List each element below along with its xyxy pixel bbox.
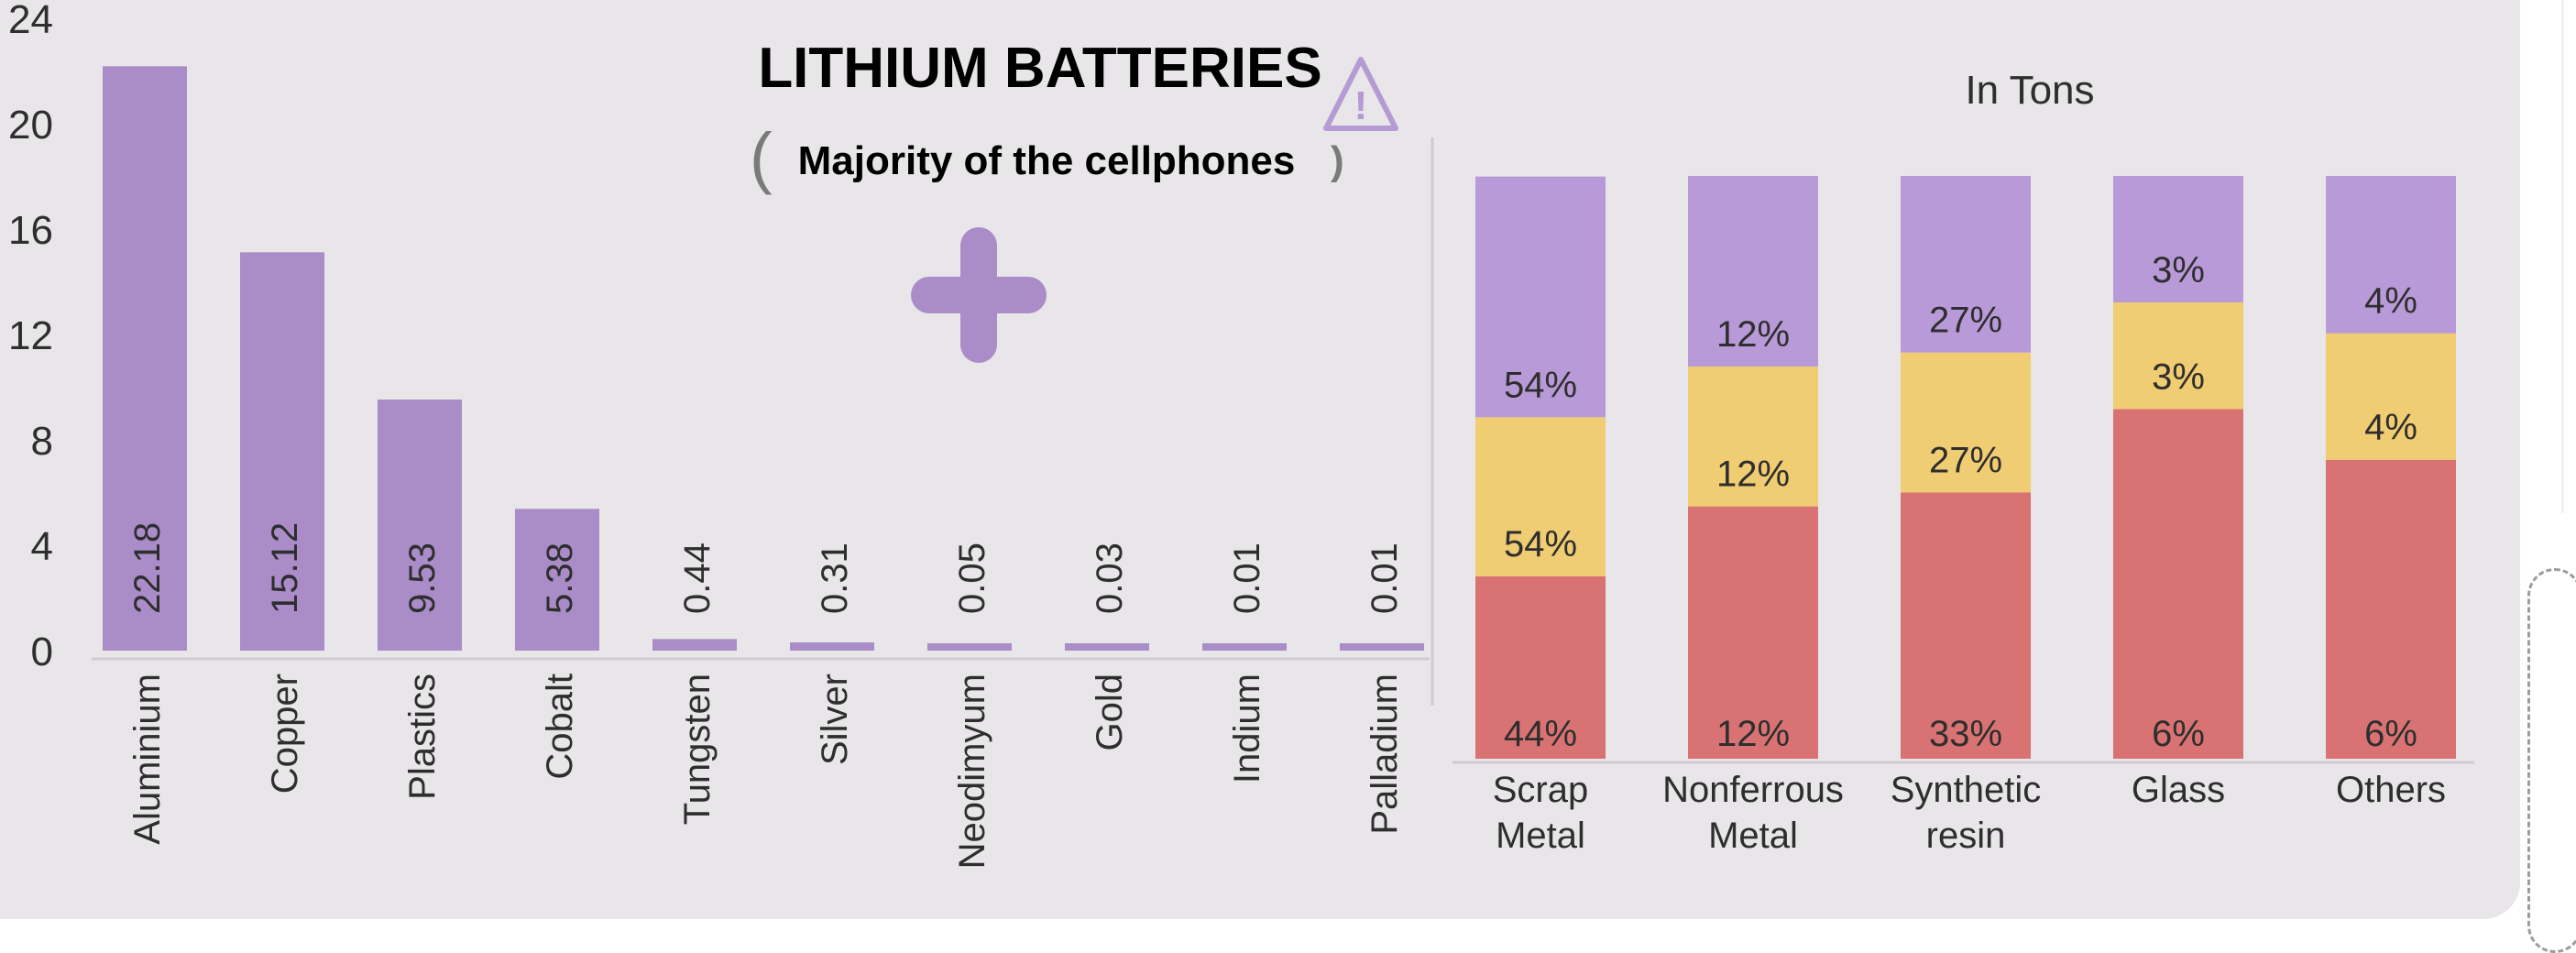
- category-label: resin: [1926, 816, 2006, 856]
- segment-label: 54%: [1504, 365, 1577, 405]
- bar-value-label: 0.05: [952, 542, 992, 614]
- category-label: Plastics: [402, 674, 443, 800]
- category-label: Palladium: [1365, 674, 1405, 835]
- stack-segment-middle: [1475, 417, 1606, 576]
- category-label: Silver: [815, 674, 855, 765]
- subtitle-open-paren: (: [750, 119, 773, 195]
- segment-label: 44%: [1504, 714, 1577, 754]
- stack-segment-bottom: [2113, 409, 2243, 759]
- stack-segment-bottom: [2326, 459, 2456, 759]
- bar-value-label: 0.01: [1227, 542, 1267, 614]
- category-label: Glass: [2132, 770, 2225, 810]
- bar: [1065, 643, 1149, 651]
- stack-segment-middle: [2326, 333, 2456, 460]
- side-panel-edge: [2527, 568, 2576, 953]
- category-label: Synthetic: [1891, 770, 2042, 810]
- y-tick-label: 12: [8, 313, 53, 358]
- segment-label: 6%: [2364, 714, 2417, 754]
- materials-bar-chart: 0 4 8 12 16 20 24 22.18 Aluminium 15.12 Copper 9.53…: [8, 0, 1430, 869]
- bar-value-label: 22.18: [127, 522, 168, 614]
- segment-label: 3%: [2152, 250, 2205, 290]
- stacked-chart-title: In Tons: [1965, 68, 2094, 113]
- stacked-bar-chart: In Tons 44% 54% 54% Scrap Metal 12% 12% 12% Nonfe…: [1452, 68, 2474, 856]
- stack-segment-top: [1688, 176, 1818, 367]
- warning-mark: !: [1354, 83, 1368, 128]
- bar: [240, 252, 324, 651]
- y-tick-label: 16: [8, 208, 53, 253]
- segment-label: 27%: [1929, 301, 2002, 341]
- segment-label: 4%: [2364, 281, 2417, 322]
- stack-segment-middle: [1688, 366, 1818, 507]
- category-label: Others: [2336, 770, 2446, 810]
- stack-segment-bottom: [1901, 492, 2031, 759]
- bar: [378, 400, 462, 651]
- warning-triangle-icon: !: [1323, 57, 1398, 131]
- y-tick-label: 8: [31, 419, 53, 464]
- stack-segment-bottom: [1475, 575, 1606, 759]
- chart-panel: LITHIUM BATTERIES ( Majority of the cell…: [0, 0, 2520, 919]
- plus-icon: [911, 227, 1047, 363]
- category-label: Gold: [1090, 674, 1130, 751]
- stack-segment-middle: [2113, 302, 2243, 410]
- bar-value-label: 5.38: [540, 542, 580, 614]
- side-divider: [2561, 0, 2564, 513]
- segment-label: 6%: [2152, 714, 2205, 754]
- stack-segment-middle: [1901, 352, 2031, 493]
- bar-value-label: 0.01: [1365, 542, 1405, 614]
- bar-value-label: 0.03: [1090, 542, 1130, 614]
- y-tick-label: 0: [31, 630, 53, 674]
- bar: [790, 642, 874, 651]
- stack-segment-top: [1901, 176, 2031, 353]
- category-label: Indium: [1227, 674, 1267, 783]
- category-label: Copper: [265, 674, 305, 794]
- segment-label: 3%: [2152, 356, 2205, 397]
- category-label: Metal: [1708, 816, 1798, 856]
- segment-label: 54%: [1504, 524, 1577, 564]
- bar: [927, 643, 1012, 651]
- bar: [1202, 643, 1287, 651]
- bar-value-label: 0.31: [815, 542, 855, 614]
- bar-value-label: 9.53: [402, 542, 443, 614]
- category-label: Cobalt: [540, 674, 580, 780]
- header-decorations: LITHIUM BATTERIES ( Majority of the cell…: [750, 37, 1434, 706]
- y-tick-label: 24: [8, 0, 53, 42]
- chart-title: LITHIUM BATTERIES: [758, 37, 1321, 100]
- stack-segment-bottom: [1688, 506, 1818, 759]
- bar: [103, 66, 187, 651]
- chart-subtitle: Majority of the cellphones: [798, 138, 1296, 183]
- stack-segment-top: [2326, 176, 2456, 334]
- category-label: Metal: [1496, 816, 1585, 856]
- segment-label: 27%: [1929, 440, 2002, 480]
- stack-segment-top: [2113, 176, 2243, 303]
- category-label: Nonferrous: [1662, 770, 1844, 810]
- y-tick-label: 20: [8, 103, 53, 148]
- y-tick-label: 4: [31, 524, 53, 569]
- category-label: Tungsten: [677, 674, 718, 825]
- bar: [652, 639, 737, 651]
- segment-label: 4%: [2364, 408, 2417, 448]
- stack-segment-top: [1475, 176, 1606, 418]
- segment-label: 12%: [1716, 314, 1790, 355]
- segment-label: 12%: [1716, 455, 1790, 495]
- subtitle-close-paren: ): [1331, 138, 1344, 183]
- bar-value-label: 15.12: [265, 522, 305, 614]
- bar-value-label: 0.44: [677, 542, 718, 614]
- category-label: Scrap: [1493, 770, 1589, 810]
- segment-label: 33%: [1929, 714, 2002, 754]
- category-label: Neodimyum: [952, 674, 992, 869]
- bar: [515, 509, 599, 651]
- bar: [1340, 643, 1424, 651]
- category-label: Aluminium: [127, 674, 168, 845]
- segment-label: 12%: [1716, 714, 1790, 754]
